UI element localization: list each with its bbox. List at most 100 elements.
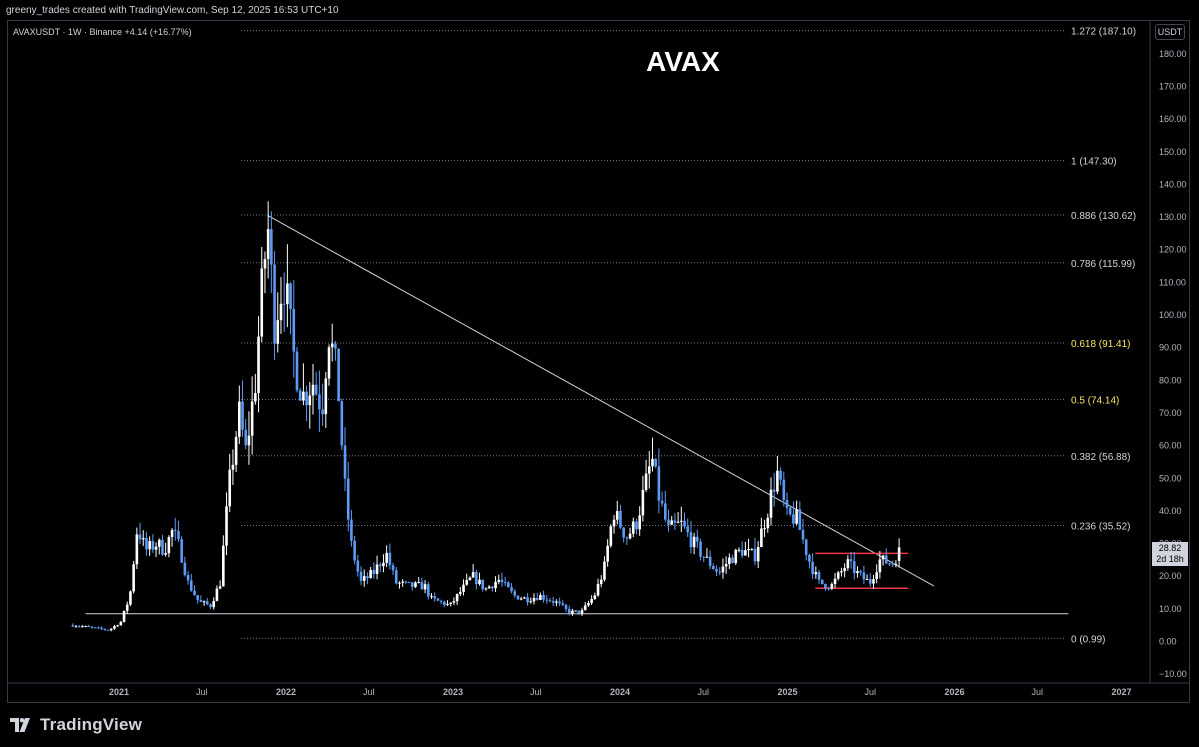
candle-body — [484, 588, 488, 590]
candle-body — [513, 591, 517, 596]
candle-body — [382, 562, 385, 567]
candle-body — [218, 586, 222, 589]
candle-body — [446, 603, 449, 606]
candle-body — [792, 514, 795, 524]
candle-body — [222, 545, 225, 587]
candle-body — [750, 548, 754, 550]
candle-body — [346, 478, 350, 520]
candle-body — [795, 509, 798, 524]
price-tick-label: 160.00 — [1159, 114, 1187, 124]
fib-label-1: 1 (147.30) — [1071, 157, 1117, 168]
candle-body — [414, 582, 417, 587]
price-tick-label: 100.00 — [1159, 310, 1187, 320]
candle-body — [286, 283, 289, 305]
price-tick-label: 120.00 — [1159, 245, 1187, 255]
candle-body — [388, 552, 392, 566]
candle-body — [766, 517, 770, 529]
candle-body — [122, 610, 126, 622]
candle-body — [737, 549, 741, 551]
candle-body — [884, 555, 888, 564]
time-tick-label: 2027 — [1111, 687, 1131, 697]
fib-label-0: 0 (0.99) — [1071, 634, 1105, 645]
price-tick-label: 180.00 — [1159, 49, 1187, 59]
last-price-value: 28.82 — [1158, 543, 1182, 553]
fib-label-0.786: 0.786 (115.99) — [1071, 259, 1135, 270]
candle-body — [699, 541, 702, 557]
candle-body — [804, 539, 808, 555]
candle-body — [244, 429, 248, 446]
candle-body — [459, 591, 462, 595]
candle-body — [132, 564, 135, 592]
candle-body — [225, 506, 228, 546]
attribution-text: greeny_trades created with TradingView.c… — [6, 5, 339, 16]
candle-body — [846, 559, 850, 569]
candle-body — [186, 575, 190, 581]
candle-body — [426, 584, 430, 597]
descending-trendline[interactable] — [267, 214, 935, 587]
currency-unit-button[interactable]: USDT — [1155, 24, 1185, 40]
candle-body — [417, 582, 420, 584]
price-tick-label: 60.00 — [1159, 441, 1182, 451]
candle-body — [247, 435, 251, 446]
candle-body — [74, 626, 78, 628]
time-tick-label: Jul — [363, 687, 375, 697]
time-tick-label: 2021 — [109, 687, 129, 697]
candle-body — [337, 348, 340, 402]
candle-body — [628, 533, 632, 539]
time-axis[interactable]: 2021 Jul 2022 Jul 2023 Jul 2024 Jul 2025 Jul 2026 J… — [109, 687, 1131, 697]
candle-body — [731, 557, 734, 564]
candle-body — [119, 621, 123, 626]
candle-body — [478, 579, 481, 585]
drawings[interactable] — [85, 214, 1069, 615]
candle-body — [375, 564, 379, 574]
candle-body — [840, 571, 843, 573]
candle-body — [436, 598, 440, 601]
candle-body — [452, 601, 456, 603]
candle-body — [394, 570, 398, 584]
candle-body — [276, 320, 280, 344]
candle-body — [609, 526, 613, 546]
candle-body — [494, 581, 497, 589]
candle-body — [148, 541, 151, 550]
fib-retracement[interactable]: 1.272 (187.10) 1 (147.30) 0.886 (130.62) 0.… — [241, 27, 1136, 646]
candle-body — [891, 563, 894, 565]
candle-body — [696, 536, 699, 542]
candle-body — [638, 515, 641, 530]
candle-body — [138, 534, 142, 540]
candle-body — [500, 579, 504, 583]
candle-body — [673, 520, 677, 523]
candle-body — [660, 500, 664, 504]
time-tick-label: 2023 — [443, 687, 463, 697]
candle-body — [423, 584, 427, 590]
candle-body — [81, 626, 84, 628]
candle-body — [209, 604, 212, 608]
time-tick-label: 2024 — [610, 687, 630, 697]
candle-body — [772, 489, 776, 492]
price-axis[interactable]: −10.000.0010.0020.0030.0040.0050.0060.00… — [1159, 49, 1187, 679]
time-tick-label: Jul — [1032, 687, 1044, 697]
candle-body — [212, 601, 216, 608]
candle-body — [366, 576, 369, 579]
candle-body — [523, 597, 526, 599]
candle-body — [769, 489, 773, 518]
candle-body — [129, 591, 132, 605]
candle-body — [295, 351, 299, 391]
candle-body — [206, 601, 209, 605]
candle-body — [443, 601, 446, 606]
candle-body — [555, 601, 558, 603]
candle-body — [302, 391, 305, 401]
price-tick-label: 40.00 — [1159, 506, 1182, 516]
candle-body — [298, 390, 302, 401]
candle-body — [619, 510, 622, 528]
price-tick-label: 0.00 — [1159, 637, 1177, 647]
candle-body — [856, 571, 859, 574]
candle-body — [548, 600, 552, 602]
candle-body — [667, 519, 670, 525]
price-tick-label: 90.00 — [1159, 343, 1182, 353]
candle-body — [410, 582, 414, 587]
candle-body — [170, 529, 174, 538]
chart-frame[interactable] — [7, 20, 1190, 703]
candle-body — [103, 628, 107, 630]
symbol-line[interactable]: AVAXUSDT · 1W · Binance +4.14 (+16.77%) — [13, 27, 192, 37]
